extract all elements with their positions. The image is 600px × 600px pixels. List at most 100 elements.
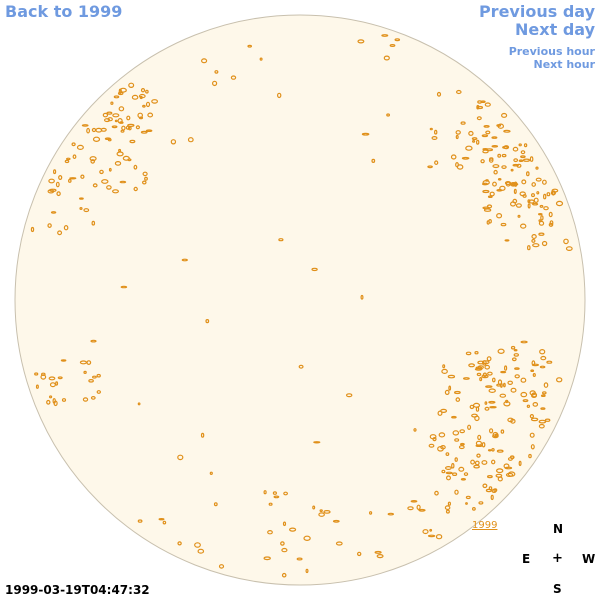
contour-speckle bbox=[445, 452, 450, 457]
contour-speckle bbox=[532, 243, 540, 248]
contour-speckle bbox=[50, 211, 57, 214]
contour-speckle bbox=[40, 372, 46, 376]
contour-speckle bbox=[496, 212, 503, 219]
contour-speckle bbox=[111, 189, 119, 194]
compass-east-label: E bbox=[522, 552, 531, 566]
contour-speckle bbox=[540, 407, 546, 410]
contour-speckle bbox=[118, 106, 125, 112]
contour-speckle bbox=[513, 158, 519, 163]
contour-speckle bbox=[503, 382, 506, 388]
contour-speckle bbox=[332, 519, 340, 523]
contour-speckle bbox=[492, 164, 500, 169]
contour-speckle bbox=[119, 180, 127, 184]
contour-speckle bbox=[542, 179, 547, 185]
contour-speckle bbox=[151, 99, 159, 104]
contour-speckle bbox=[110, 101, 114, 105]
contour-speckle bbox=[555, 200, 564, 207]
contour-speckle bbox=[485, 130, 491, 135]
contour-speckle bbox=[381, 34, 389, 37]
contour-speckle bbox=[501, 153, 507, 158]
contour-speckle bbox=[482, 206, 490, 210]
contour-speckle bbox=[511, 357, 517, 362]
contour-speckle bbox=[461, 156, 470, 160]
contour-speckle bbox=[89, 156, 97, 162]
contour-speckle bbox=[495, 473, 503, 478]
contour-speckle bbox=[510, 387, 517, 393]
contour-speckle bbox=[526, 245, 531, 251]
contour-speckle bbox=[460, 477, 466, 481]
contour-speckle bbox=[556, 377, 563, 383]
contour-speckle bbox=[470, 459, 476, 465]
contour-speckle bbox=[497, 123, 504, 129]
contour-speckle bbox=[201, 58, 208, 64]
contour-speckle bbox=[537, 212, 543, 216]
back-to-year-link[interactable]: Back to 1999 bbox=[5, 2, 123, 21]
next-hour-link[interactable]: Next hour bbox=[533, 58, 596, 71]
contour-speckle bbox=[92, 183, 98, 188]
contour-speckle bbox=[514, 374, 520, 379]
contour-speckle bbox=[540, 355, 547, 361]
contour-speckle bbox=[272, 491, 277, 495]
contour-speckle bbox=[493, 169, 498, 175]
contour-speckle bbox=[441, 469, 446, 474]
contour-speckle bbox=[263, 556, 271, 561]
contour-speckle bbox=[86, 360, 92, 366]
contour-speckle bbox=[522, 158, 531, 162]
contour-speckle bbox=[480, 159, 485, 164]
contour-speckle bbox=[445, 509, 450, 514]
contour-speckle bbox=[52, 169, 57, 175]
contour-speckle bbox=[170, 139, 177, 145]
contour-speckle bbox=[438, 432, 446, 438]
compass-north-label: N bbox=[553, 522, 564, 536]
contour-speckle bbox=[452, 430, 460, 436]
contour-speckle bbox=[106, 185, 112, 190]
contour-speckle bbox=[477, 360, 485, 365]
previous-day-link[interactable]: Previous day bbox=[478, 2, 595, 21]
contour-speckle bbox=[451, 462, 455, 469]
contour-speckle bbox=[444, 389, 450, 395]
contour-speckle bbox=[142, 180, 147, 185]
contour-speckle bbox=[491, 447, 495, 452]
contour-speckle bbox=[63, 224, 69, 231]
contour-speckle bbox=[48, 376, 56, 381]
year-marker-link[interactable]: 1999 bbox=[472, 520, 498, 531]
contour-speckle bbox=[247, 44, 253, 48]
contour-speckle bbox=[528, 453, 532, 459]
contour-speckle bbox=[543, 206, 549, 211]
previous-hour-link[interactable]: Previous hour bbox=[508, 45, 595, 58]
contour-speckle bbox=[428, 443, 435, 448]
contour-speckle bbox=[289, 527, 297, 532]
contour-speckle bbox=[142, 171, 148, 177]
contour-speckle bbox=[194, 542, 201, 548]
contour-speckle bbox=[447, 501, 451, 506]
contour-speckle bbox=[138, 93, 146, 99]
contour-speckle bbox=[369, 511, 373, 515]
contour-speckle bbox=[230, 75, 237, 80]
contour-speckle bbox=[128, 82, 135, 89]
contour-speckle bbox=[429, 528, 433, 532]
contour-speckle bbox=[455, 397, 461, 402]
contour-speckle bbox=[496, 449, 504, 453]
contour-speckle bbox=[120, 285, 128, 289]
contour-speckle bbox=[513, 353, 520, 357]
contour-speckle bbox=[484, 102, 491, 107]
contour-speckle bbox=[478, 501, 484, 505]
contour-speckle bbox=[472, 507, 476, 511]
contour-speckle bbox=[497, 348, 505, 354]
contour-speckle bbox=[81, 124, 89, 127]
contour-speckle bbox=[538, 423, 545, 429]
contour-speckle bbox=[543, 193, 547, 200]
contour-speckle bbox=[507, 417, 514, 423]
contour-speckle bbox=[101, 179, 109, 184]
contour-speckle bbox=[518, 460, 522, 467]
contour-speckle bbox=[437, 410, 443, 416]
contour-speckle bbox=[197, 548, 205, 554]
next-day-link[interactable]: Next day bbox=[515, 20, 595, 39]
contour-speckle bbox=[488, 157, 494, 163]
contour-speckle bbox=[181, 258, 188, 262]
contour-speckle bbox=[472, 139, 476, 143]
contour-speckle bbox=[525, 171, 530, 177]
contour-speckle bbox=[281, 572, 287, 578]
contour-speckle bbox=[90, 159, 96, 164]
contour-speckle bbox=[133, 186, 138, 192]
